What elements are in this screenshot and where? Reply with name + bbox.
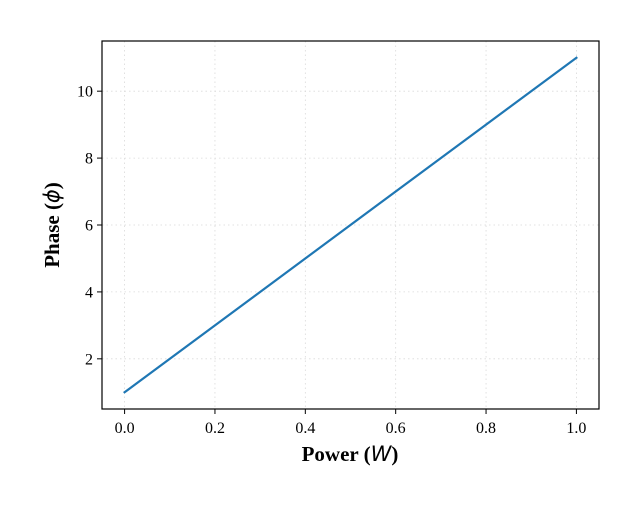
- x-axis-label: Power (W): [302, 442, 399, 466]
- x-tick-label: 0.2: [205, 420, 225, 437]
- grid: [102, 41, 599, 409]
- x-tick-label: 0.4: [295, 420, 315, 437]
- x-tick-label: 1.0: [566, 420, 586, 437]
- y-tick-label: 10: [77, 84, 93, 101]
- series-line: [123, 56, 578, 394]
- y-axis-label: Phase (ϕ): [40, 182, 64, 268]
- x-axis: 0.0 0.2 0.4 0.6 0.8 1.0: [115, 409, 586, 437]
- series-layer: [123, 56, 578, 394]
- x-tick-label: 0.6: [386, 420, 406, 437]
- y-tick-label: 4: [85, 284, 93, 301]
- x-tick-label: 0.8: [476, 420, 496, 437]
- y-tick-label: 2: [85, 351, 93, 368]
- x-tick-label: 0.0: [115, 420, 135, 437]
- y-tick-label: 8: [85, 151, 93, 168]
- y-axis: 2 4 6 8 10: [77, 84, 102, 368]
- y-tick-label: 6: [85, 218, 93, 235]
